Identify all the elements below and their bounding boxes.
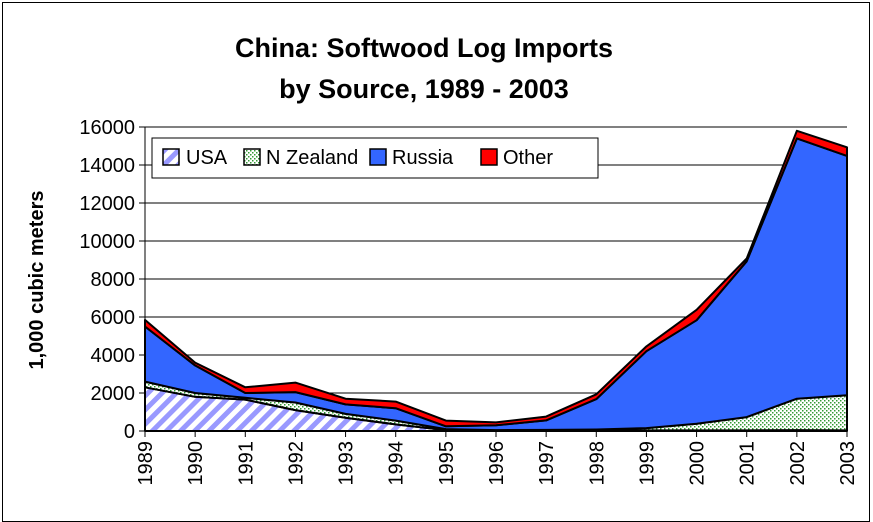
x-tick-label: 1999 xyxy=(636,441,658,486)
x-tick-label: 1994 xyxy=(386,441,408,486)
legend-label-russia: Russia xyxy=(392,147,454,169)
x-tick-label: 1997 xyxy=(536,441,558,486)
legend-swatch-n-zealand xyxy=(243,148,261,166)
y-tick-label: 2000 xyxy=(91,383,136,405)
area-other xyxy=(144,129,848,428)
y-tick-label: 10000 xyxy=(79,231,135,253)
x-tick-label: 1991 xyxy=(235,441,257,486)
y-tick-label: 12000 xyxy=(79,193,135,215)
legend-label-n-zealand: N Zealand xyxy=(266,147,358,169)
x-tick-label: 2000 xyxy=(687,441,709,486)
x-tick-label: 1992 xyxy=(285,441,307,486)
x-tick-label: 1996 xyxy=(486,441,508,486)
axes xyxy=(139,126,848,437)
legend: USA N Zealand Russia Other xyxy=(151,137,599,179)
x-tick-labels: 1989 1990 1991 1992 1993 1994 1995 1996 1997 1998… xyxy=(135,441,859,486)
y-tick-labels: 0 2000 4000 6000 8000 10000 12000 14000 16000 xyxy=(79,117,135,443)
x-tick-label: 1998 xyxy=(586,441,608,486)
legend-swatch-other xyxy=(480,148,498,166)
x-tick-label: 2001 xyxy=(737,441,759,486)
x-tick-label: 2002 xyxy=(787,441,809,486)
legend-label-other: Other xyxy=(503,147,553,169)
x-tick-label: 2003 xyxy=(837,441,859,486)
x-tick-label: 1990 xyxy=(185,441,207,486)
area-chart: China: Softwood Log Imports by Source, 1… xyxy=(26,33,859,486)
y-tick-label: 8000 xyxy=(91,269,136,291)
chart-title-line-1: China: Softwood Log Imports xyxy=(235,33,613,63)
legend-swatch-usa xyxy=(162,148,180,166)
y-tick-label: 16000 xyxy=(79,117,135,139)
y-tick-label: 4000 xyxy=(91,345,136,367)
y-tick-label: 0 xyxy=(124,421,135,443)
legend-label-usa: USA xyxy=(186,147,228,169)
x-tick-label: 1995 xyxy=(436,441,458,486)
chart-title-line-2: by Source, 1989 - 2003 xyxy=(279,74,569,104)
x-tick-label: 1993 xyxy=(336,441,358,486)
y-tick-label: 14000 xyxy=(79,155,135,177)
y-axis-label: 1,000 cubic meters xyxy=(26,191,48,370)
legend-swatch-russia xyxy=(369,148,387,166)
y-tick-label: 6000 xyxy=(91,307,136,329)
x-tick-label: 1989 xyxy=(135,441,157,486)
